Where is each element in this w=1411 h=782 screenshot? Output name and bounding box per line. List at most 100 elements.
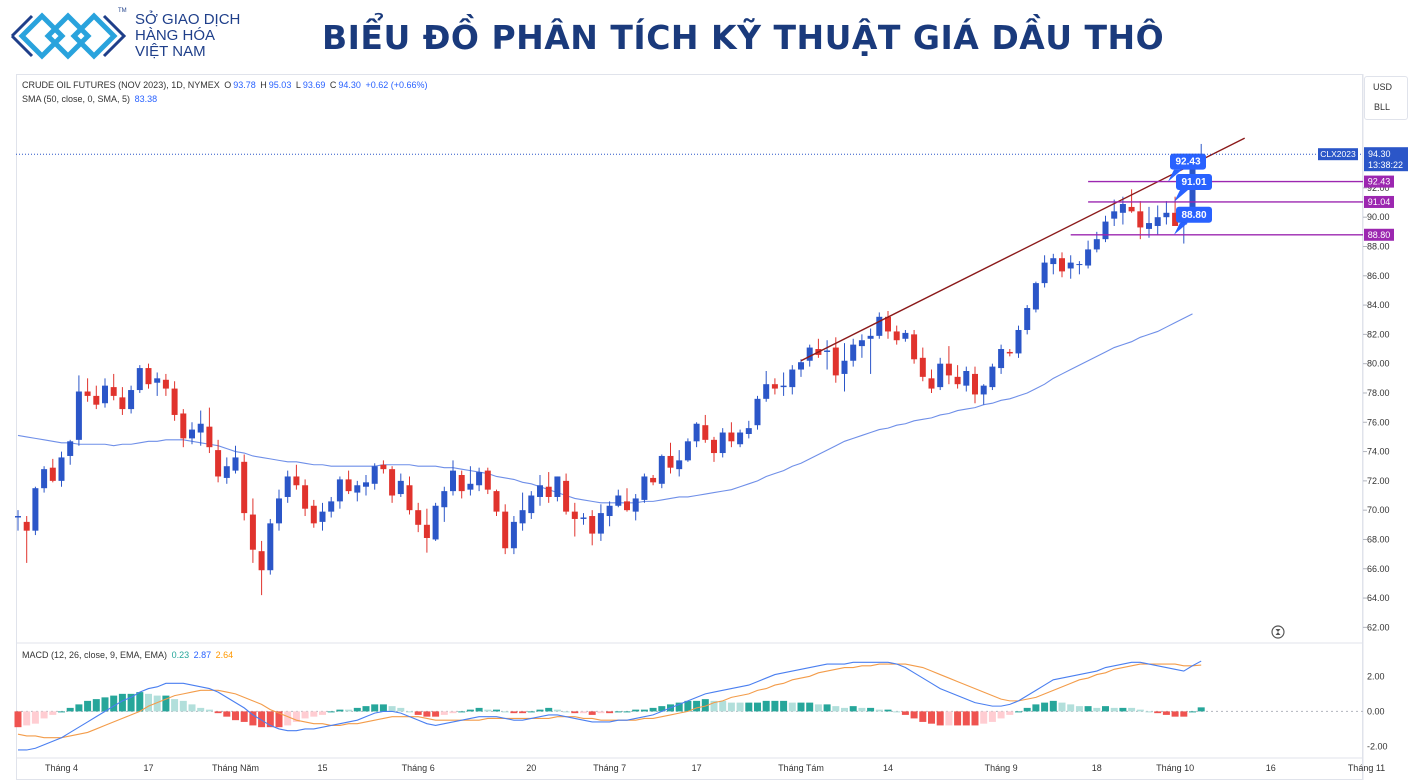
candle-body — [162, 379, 169, 389]
candle — [1067, 255, 1074, 279]
candle-body — [15, 516, 21, 518]
high-label: H — [260, 80, 267, 90]
candle — [354, 480, 361, 502]
candle-body — [963, 371, 970, 386]
price-tick-label: 62.00 — [1367, 622, 1390, 632]
candle-body — [728, 432, 735, 442]
exchange-name-line-1: SỞ GIAO DỊCH — [135, 11, 241, 28]
macd-histogram-bar — [841, 707, 848, 712]
candle-body — [223, 466, 230, 478]
macd-histogram-bar — [214, 711, 222, 714]
candle — [328, 496, 335, 518]
candle — [241, 454, 248, 521]
callout-pointer — [1174, 222, 1188, 235]
macd-histogram-bar — [223, 711, 231, 717]
candle-body — [902, 332, 909, 339]
candle-body — [684, 441, 691, 461]
currency-selector[interactable]: USD BLL — [1364, 76, 1408, 120]
candle-body — [893, 331, 900, 341]
macd-histogram-bar — [397, 707, 405, 712]
candle-body — [754, 398, 761, 426]
candle-body — [1085, 249, 1092, 266]
candle-body — [989, 366, 996, 388]
price-tick-label: 90.00 — [1367, 212, 1390, 222]
macd-histogram-bar — [562, 711, 570, 713]
candle — [876, 312, 883, 339]
candle-body — [998, 349, 1005, 369]
page-header: SỞ GIAO DỊCH HÀNG HÓA VIỆT NAM TM BIỂU Đ… — [0, 0, 1411, 70]
candle — [867, 328, 874, 374]
candle — [502, 504, 509, 555]
candle — [267, 518, 274, 575]
sma-label: SMA (50, close, 0, SMA, 5) — [22, 94, 131, 104]
candle-body — [354, 485, 361, 493]
candle-body — [1041, 262, 1048, 284]
macd-histogram-bar — [832, 706, 840, 712]
candle — [885, 310, 891, 339]
macd-histogram-bar — [501, 711, 509, 713]
candle-body — [293, 476, 300, 486]
candle — [510, 516, 517, 555]
candle-body — [1032, 283, 1039, 310]
macd-histogram-bar — [536, 709, 544, 712]
price-tick-label: 70.00 — [1367, 505, 1390, 515]
price-tick-label: 72.00 — [1367, 476, 1390, 486]
candle-body — [493, 491, 500, 512]
macd-histogram-bar — [423, 711, 431, 717]
macd-histogram-bar — [458, 711, 466, 713]
candle — [902, 329, 909, 342]
macd-histogram-bar — [1145, 711, 1153, 713]
macd-histogram-bar — [153, 695, 161, 712]
candle — [911, 329, 918, 364]
macd-histogram-bar — [319, 711, 326, 715]
candle — [406, 476, 413, 515]
macd-histogram-bar — [980, 711, 988, 724]
candle — [711, 436, 717, 462]
candle — [102, 378, 108, 408]
clock-icon[interactable] — [1271, 625, 1285, 639]
macd-histogram-bar — [588, 711, 596, 715]
candle-body — [371, 466, 378, 484]
macd-histogram-bar — [1180, 711, 1188, 717]
macd-histogram-bar — [327, 711, 335, 713]
macd-histogram-bar — [754, 702, 761, 712]
time-tick-label: 15 — [317, 763, 327, 773]
time-tick-label: 17 — [143, 763, 153, 773]
candle — [41, 466, 48, 493]
macd-histogram-bar — [1162, 711, 1170, 715]
candle-body — [102, 385, 108, 404]
level-callout-label: 92.43 — [1175, 157, 1200, 168]
price-tick-label: 92.00 — [1367, 183, 1390, 193]
macd-histogram-bar — [284, 711, 292, 726]
candle — [528, 491, 535, 519]
macd-histogram-bar — [632, 709, 640, 712]
level-price-tag-label: 88.80 — [1368, 230, 1391, 240]
price-tick-label: 86.00 — [1367, 271, 1390, 281]
candle — [928, 369, 935, 393]
candle — [380, 460, 387, 474]
candle-body — [676, 460, 683, 470]
candle-body — [450, 470, 456, 492]
candle-body — [1172, 212, 1179, 226]
macd-histogram-bar — [858, 707, 866, 712]
time-tick-label: Tháng 9 — [985, 763, 1018, 773]
symbol-label: CRUDE OIL FUTURES (NOV 2023), 1D, NYMEX — [22, 80, 220, 90]
candle — [989, 363, 996, 391]
candle-body — [1076, 264, 1083, 266]
currency-label: USD — [1373, 82, 1393, 92]
time-tick-label: Tháng 11 — [1348, 763, 1385, 773]
candle-body — [458, 475, 465, 492]
candle — [162, 373, 169, 396]
candle-body — [1119, 204, 1126, 213]
candle-body — [528, 495, 535, 514]
candle — [1146, 206, 1152, 238]
level-callout-label: 91.01 — [1181, 177, 1206, 188]
candle-body — [380, 464, 387, 470]
candle-body — [719, 432, 726, 454]
macd-histogram-bar — [84, 700, 92, 712]
level-callout — [1176, 206, 1212, 223]
candle — [789, 365, 796, 395]
macd-histogram-bar — [745, 702, 753, 712]
macd-histogram-bar — [919, 711, 927, 722]
candle — [1041, 255, 1048, 288]
